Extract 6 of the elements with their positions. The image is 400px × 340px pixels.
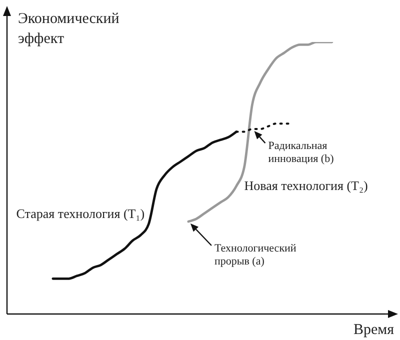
- annotation: Радикальная инновация (b): [268, 140, 334, 166]
- series-label: Новая технология (T₂): [244, 178, 368, 194]
- x-axis-title: Время: [353, 322, 394, 338]
- annotation: Технологический прорыв (a): [214, 242, 296, 268]
- y-axis-title: Экономический эффект: [18, 11, 120, 47]
- series-label: Старая технология (T₁): [16, 206, 145, 222]
